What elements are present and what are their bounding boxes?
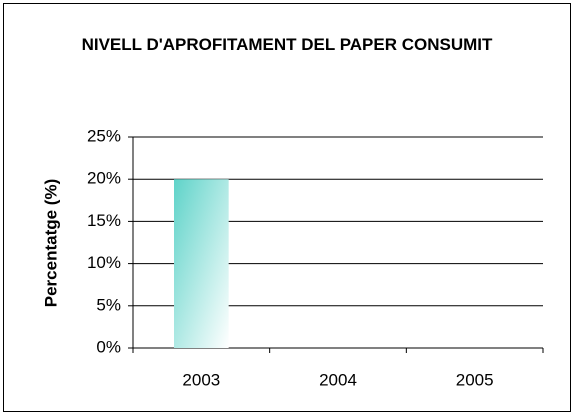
y-tick-label: 0% xyxy=(96,337,121,356)
y-tick-label: 25% xyxy=(87,126,121,145)
x-tick-label: 2003 xyxy=(182,370,220,389)
x-tick-label: 2004 xyxy=(319,370,357,389)
y-axis-label: Percentatge (%) xyxy=(41,179,60,307)
x-tick-label: 2005 xyxy=(456,370,494,389)
y-tick-label: 10% xyxy=(87,253,121,272)
chart-title: NIVELL D'APROFITAMENT DEL PAPER CONSUMIT xyxy=(81,35,493,54)
chart-border xyxy=(3,3,571,412)
y-tick-label: 20% xyxy=(87,169,121,188)
y-tick-label: 5% xyxy=(96,295,121,314)
y-tick-label: 15% xyxy=(87,211,121,230)
bar xyxy=(174,179,229,348)
